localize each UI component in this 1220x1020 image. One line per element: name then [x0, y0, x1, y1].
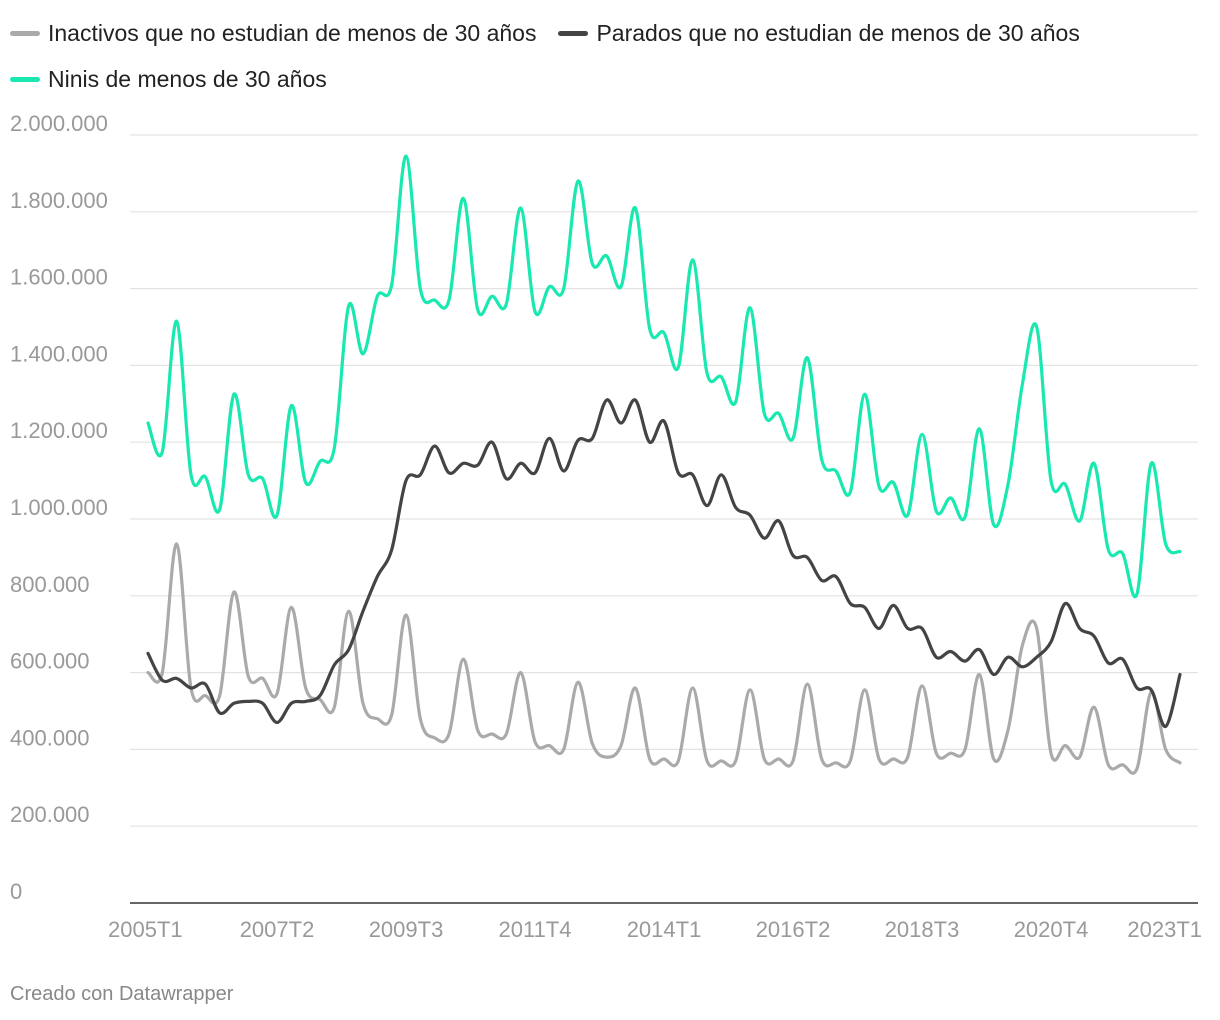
- y-tick-label: 400.000: [10, 725, 90, 750]
- legend-swatch-parados: [558, 30, 589, 36]
- legend-swatch-ninis: [10, 76, 40, 82]
- legend-swatch-inactivos: [10, 30, 40, 36]
- x-tick-label: 2005T1: [108, 917, 183, 942]
- legend-item-inactivos[interactable]: Inactivos que no estudian de menos de 30…: [10, 14, 536, 52]
- x-tick-label: 2007T2: [240, 917, 315, 942]
- y-tick-label: 200.000: [10, 802, 90, 827]
- legend: Inactivos que no estudian de menos de 30…: [10, 14, 1200, 98]
- line-chart: 0 200.000 400.000 600.000 800.000 1.000.000 1.…: [10, 111, 1202, 942]
- y-tick-label: 1.000.000: [10, 495, 108, 520]
- series-lines: [146, 154, 1182, 775]
- legend-item-parados[interactable]: Parados que no estudian de menos de 30 a…: [558, 14, 1080, 52]
- y-tick-label: 1.800.000: [10, 188, 108, 213]
- x-tick-label: 2018T3: [885, 917, 960, 942]
- x-axis-ticks: 2005T1 2007T2 2009T3 2011T4 2014T1 2016T2 2018…: [108, 917, 1202, 942]
- y-tick-label: 1.400.000: [10, 341, 108, 366]
- credit-text: Creado con Datawrapper: [10, 983, 234, 1005]
- legend-label-parados: Parados que no estudian de menos de 30 a…: [596, 19, 1080, 46]
- y-tick-label: 0: [10, 879, 22, 904]
- legend-label-ninis: Ninis de menos de 30 años: [48, 65, 327, 92]
- series-line-inactivos[interactable]: [146, 542, 1182, 775]
- x-tick-label: 2023T1: [1127, 917, 1202, 942]
- grid-lines: [130, 134, 1198, 904]
- legend-item-ninis[interactable]: Ninis de menos de 30 años: [10, 60, 327, 98]
- y-tick-label: 2.000.000: [10, 111, 108, 136]
- x-tick-label: 2009T3: [369, 917, 444, 942]
- legend-label-inactivos: Inactivos que no estudian de menos de 30…: [48, 19, 537, 46]
- y-tick-label: 800.000: [10, 572, 90, 597]
- y-tick-label: 600.000: [10, 649, 90, 674]
- y-tick-label: 1.600.000: [10, 265, 108, 290]
- series-line-parados[interactable]: [146, 398, 1182, 729]
- y-tick-label: 1.200.000: [10, 418, 108, 443]
- series-line-ninis[interactable]: [146, 154, 1182, 599]
- y-axis-ticks: 0 200.000 400.000 600.000 800.000 1.000.000 1.…: [10, 111, 108, 904]
- x-tick-label: 2016T2: [756, 917, 831, 942]
- x-tick-label: 2020T4: [1014, 917, 1089, 942]
- x-tick-label: 2014T1: [627, 917, 702, 942]
- x-tick-label: 2011T4: [499, 917, 572, 942]
